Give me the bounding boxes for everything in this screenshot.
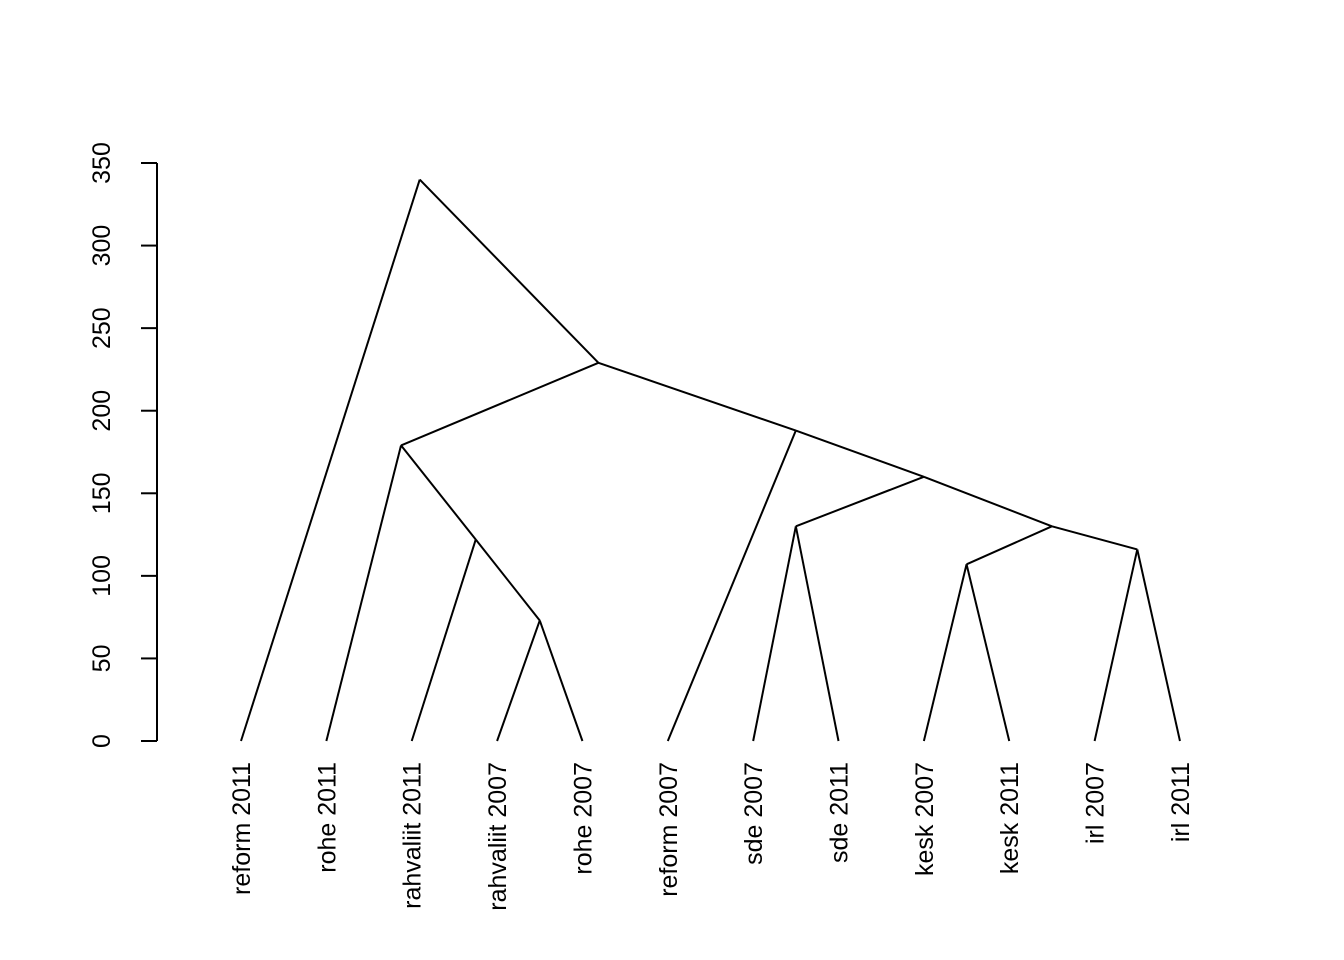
branch xyxy=(795,475,925,528)
leaf-label: kesk 2007 xyxy=(911,762,939,876)
branch xyxy=(496,620,541,742)
y-tick-label: 0 xyxy=(88,734,116,748)
leaf-label: reform 2007 xyxy=(655,762,683,897)
leaf-label: irl 2011 xyxy=(1167,762,1195,842)
branch xyxy=(240,179,421,742)
leaf-label: kesk 2011 xyxy=(996,762,1024,874)
branch xyxy=(752,526,797,742)
branch xyxy=(400,361,599,447)
branch xyxy=(325,445,403,742)
branch xyxy=(419,178,600,364)
leaf-label: sde 2007 xyxy=(740,762,768,865)
branch xyxy=(666,430,797,742)
branch xyxy=(965,564,1011,742)
branch xyxy=(1093,549,1139,742)
branch xyxy=(410,539,477,742)
branch xyxy=(966,525,1053,566)
leaf-label: rohe 2007 xyxy=(569,762,597,875)
leaf-label: rahvaliit 2007 xyxy=(484,762,512,911)
branch xyxy=(474,538,541,622)
y-tick-label: 200 xyxy=(88,390,116,432)
leaf-label: rohe 2011 xyxy=(313,762,341,873)
branch xyxy=(538,620,584,742)
branch xyxy=(1051,525,1138,551)
branch xyxy=(922,564,968,742)
y-tick-label: 100 xyxy=(88,555,116,597)
branch xyxy=(598,361,797,432)
branch xyxy=(923,475,1053,528)
leaf-label: reform 2011 xyxy=(228,762,256,895)
leaf-label: sde 2011 xyxy=(826,762,854,863)
y-tick-label: 50 xyxy=(88,645,116,673)
y-tick-label: 250 xyxy=(88,307,116,349)
branch xyxy=(400,444,477,541)
branch xyxy=(794,526,840,742)
leaf-label: irl 2007 xyxy=(1082,762,1110,844)
branch xyxy=(1136,549,1181,742)
leaf-label: rahvaliit 2011 xyxy=(399,762,427,909)
branch xyxy=(795,429,925,478)
y-tick-label: 350 xyxy=(88,142,116,184)
y-tick-label: 150 xyxy=(88,472,116,514)
y-tick-label: 300 xyxy=(88,225,116,267)
